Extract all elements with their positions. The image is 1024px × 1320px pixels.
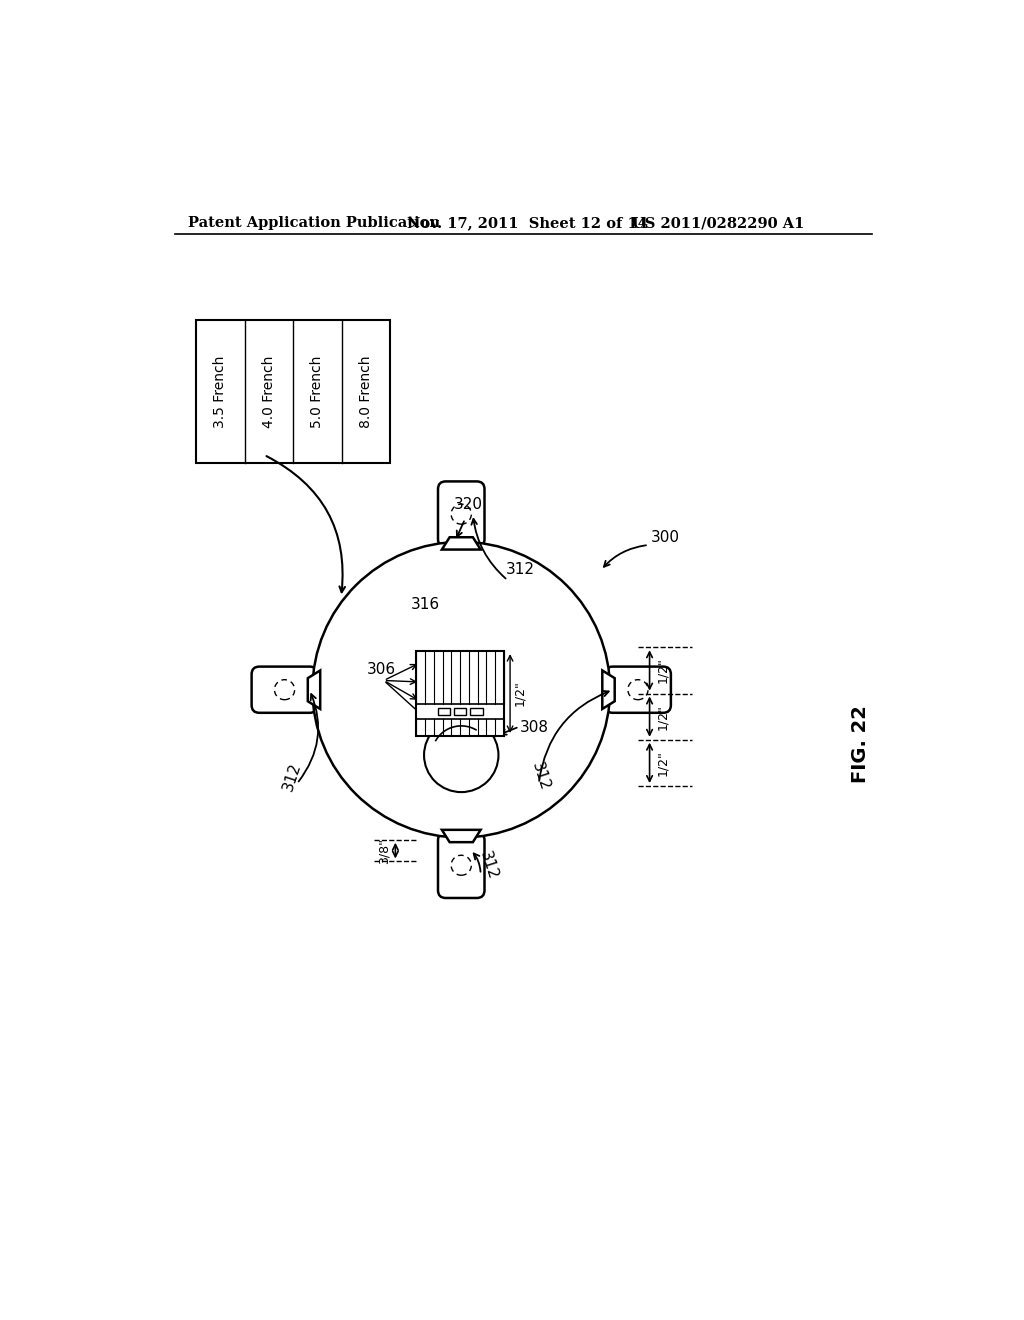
Text: FIG. 22: FIG. 22 <box>851 705 869 783</box>
Bar <box>454 708 466 715</box>
Polygon shape <box>308 671 321 709</box>
Text: Patent Application Publication: Patent Application Publication <box>188 216 440 230</box>
Bar <box>437 708 450 715</box>
Text: 312: 312 <box>477 849 500 882</box>
Bar <box>197 321 390 462</box>
Circle shape <box>312 543 610 838</box>
Text: 312: 312 <box>529 760 553 793</box>
Polygon shape <box>442 830 480 842</box>
Text: 1/2": 1/2" <box>655 750 669 776</box>
Text: US 2011/0282290 A1: US 2011/0282290 A1 <box>632 216 804 230</box>
Text: 1/2": 1/2" <box>513 681 526 706</box>
Text: 320: 320 <box>454 496 482 512</box>
Text: 312: 312 <box>280 760 303 793</box>
Text: 300: 300 <box>651 529 680 545</box>
Text: 304: 304 <box>461 713 490 727</box>
Text: Nov. 17, 2011  Sheet 12 of 14: Nov. 17, 2011 Sheet 12 of 14 <box>407 216 648 230</box>
Polygon shape <box>442 537 480 549</box>
FancyBboxPatch shape <box>605 667 671 713</box>
FancyBboxPatch shape <box>438 833 484 898</box>
Polygon shape <box>602 671 614 709</box>
Circle shape <box>424 718 499 792</box>
Text: 308: 308 <box>519 719 549 735</box>
FancyBboxPatch shape <box>252 667 317 713</box>
FancyBboxPatch shape <box>438 482 484 546</box>
Text: 306: 306 <box>367 663 396 677</box>
Text: 5.0 French: 5.0 French <box>310 355 325 428</box>
Text: 4.0 French: 4.0 French <box>262 355 275 428</box>
Text: 312: 312 <box>506 562 536 577</box>
Text: 3/8": 3/8" <box>378 838 391 863</box>
Text: 3.5 French: 3.5 French <box>213 355 227 428</box>
Bar <box>470 708 482 715</box>
Text: 1/2": 1/2" <box>655 657 669 684</box>
Text: 1/2": 1/2" <box>655 704 669 730</box>
Text: 8.0 French: 8.0 French <box>358 355 373 428</box>
Text: 316: 316 <box>411 597 440 612</box>
Bar <box>417 651 504 737</box>
